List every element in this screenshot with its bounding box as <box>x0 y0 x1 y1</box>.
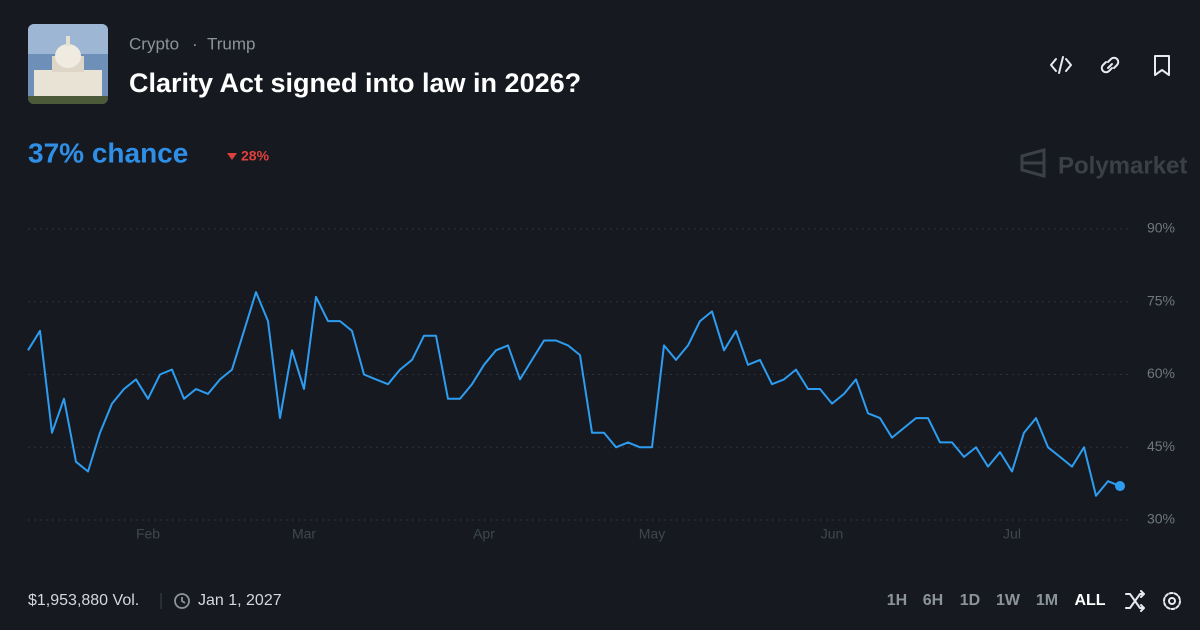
x-tick-label: Mar <box>292 526 316 542</box>
y-tick-label: 75% <box>1147 292 1175 308</box>
timeframe-button[interactable]: 1D <box>960 592 980 609</box>
settings-button[interactable] <box>1163 592 1181 610</box>
tag-separator: · <box>192 34 198 53</box>
y-tick-label: 45% <box>1147 438 1175 454</box>
timeframe-button[interactable]: ALL <box>1074 592 1105 609</box>
price-line <box>27 291 1121 497</box>
market-thumbnail <box>28 24 108 104</box>
shuffle-button[interactable] <box>1125 590 1145 612</box>
brand-name: Polymarket <box>1058 152 1187 179</box>
x-tick-label: Jun <box>821 526 844 542</box>
x-tick-label: Feb <box>136 526 160 542</box>
chance: 37% chance <box>28 137 188 168</box>
y-tick-label: 60% <box>1147 365 1175 381</box>
category-tag[interactable]: Trump <box>207 34 256 53</box>
x-tick-label: May <box>639 526 665 542</box>
embed-button[interactable] <box>1050 56 1072 74</box>
timeframe-button[interactable]: 1H <box>887 592 907 609</box>
current-point <box>1115 481 1125 492</box>
timeframe-button[interactable]: 1W <box>996 592 1021 609</box>
down-arrow <box>227 153 237 160</box>
x-tick-label: Apr <box>473 526 495 542</box>
y-tick-label: 30% <box>1147 511 1175 527</box>
end-date: Jan 1, 2027 <box>198 592 282 609</box>
market-title: Clarity Act signed into law in 2026? <box>129 68 581 98</box>
timeframe-button[interactable]: 6H <box>923 592 943 609</box>
change: 28% <box>241 148 270 164</box>
clock-icon <box>174 593 190 609</box>
volume: $1,953,880 Vol. <box>28 592 139 609</box>
y-tick-label: 90% <box>1147 220 1175 236</box>
timeframe-selector: 1H 6H 1D 1W 1M ALL <box>887 592 1106 609</box>
link-button[interactable] <box>1100 56 1120 74</box>
brand-logo: Polymarket <box>1020 148 1187 179</box>
x-tick-label: Jul <box>1003 526 1021 542</box>
bookmark-button[interactable] <box>1154 55 1170 76</box>
chart: 30% 45% 60% 75% 90% Feb Mar Apr May Jun Jul <box>27 220 1175 542</box>
timeframe-button[interactable]: 1M <box>1036 592 1058 609</box>
category-tag[interactable]: Crypto <box>129 34 179 53</box>
